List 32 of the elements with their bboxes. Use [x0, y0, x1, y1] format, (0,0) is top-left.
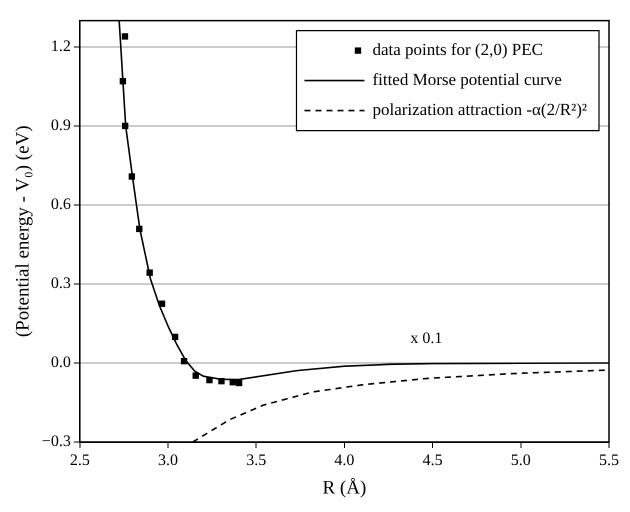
point: [172, 334, 178, 340]
x-tick-label: 3.5: [246, 452, 266, 469]
y-tick-label: 1.2: [50, 38, 71, 56]
y-tick-label: 0.0: [50, 354, 71, 372]
point: [120, 78, 126, 84]
y-tick-label: 0.3: [50, 275, 71, 292]
x-tick-label: 5.0: [510, 452, 531, 469]
point: [122, 33, 128, 40]
annotation: x 0.1: [410, 330, 442, 347]
legend-label: polarization attraction -α(2/R²)²: [372, 100, 588, 120]
point: [146, 269, 153, 276]
point: [218, 378, 225, 384]
y-tick-label: 0.6: [50, 196, 71, 214]
legend-label: data points for (2,0) PEC: [372, 40, 543, 60]
x-tick-label: 3.0: [158, 452, 178, 469]
x-axis-title: R (Å): [322, 478, 366, 499]
x-tick-label: 5.5: [599, 452, 619, 469]
x-tick-label: 2.5: [70, 452, 90, 469]
legend-label: fitted Morse potential curve: [372, 70, 562, 90]
point: [192, 372, 199, 379]
y-tick-label: 0.9: [50, 117, 71, 134]
x-tick-label: 4.5: [422, 452, 443, 469]
y-tick-label: −0.3: [42, 433, 71, 450]
x-tick-label: 4.0: [334, 452, 354, 469]
point: [136, 226, 142, 232]
point: [128, 173, 136, 180]
point: [180, 358, 188, 364]
point: [236, 380, 242, 386]
point: [122, 122, 128, 130]
point: [158, 300, 166, 307]
point: [206, 376, 213, 384]
y-axis-title: (Potential energy - V₀) (eV): [12, 125, 34, 338]
